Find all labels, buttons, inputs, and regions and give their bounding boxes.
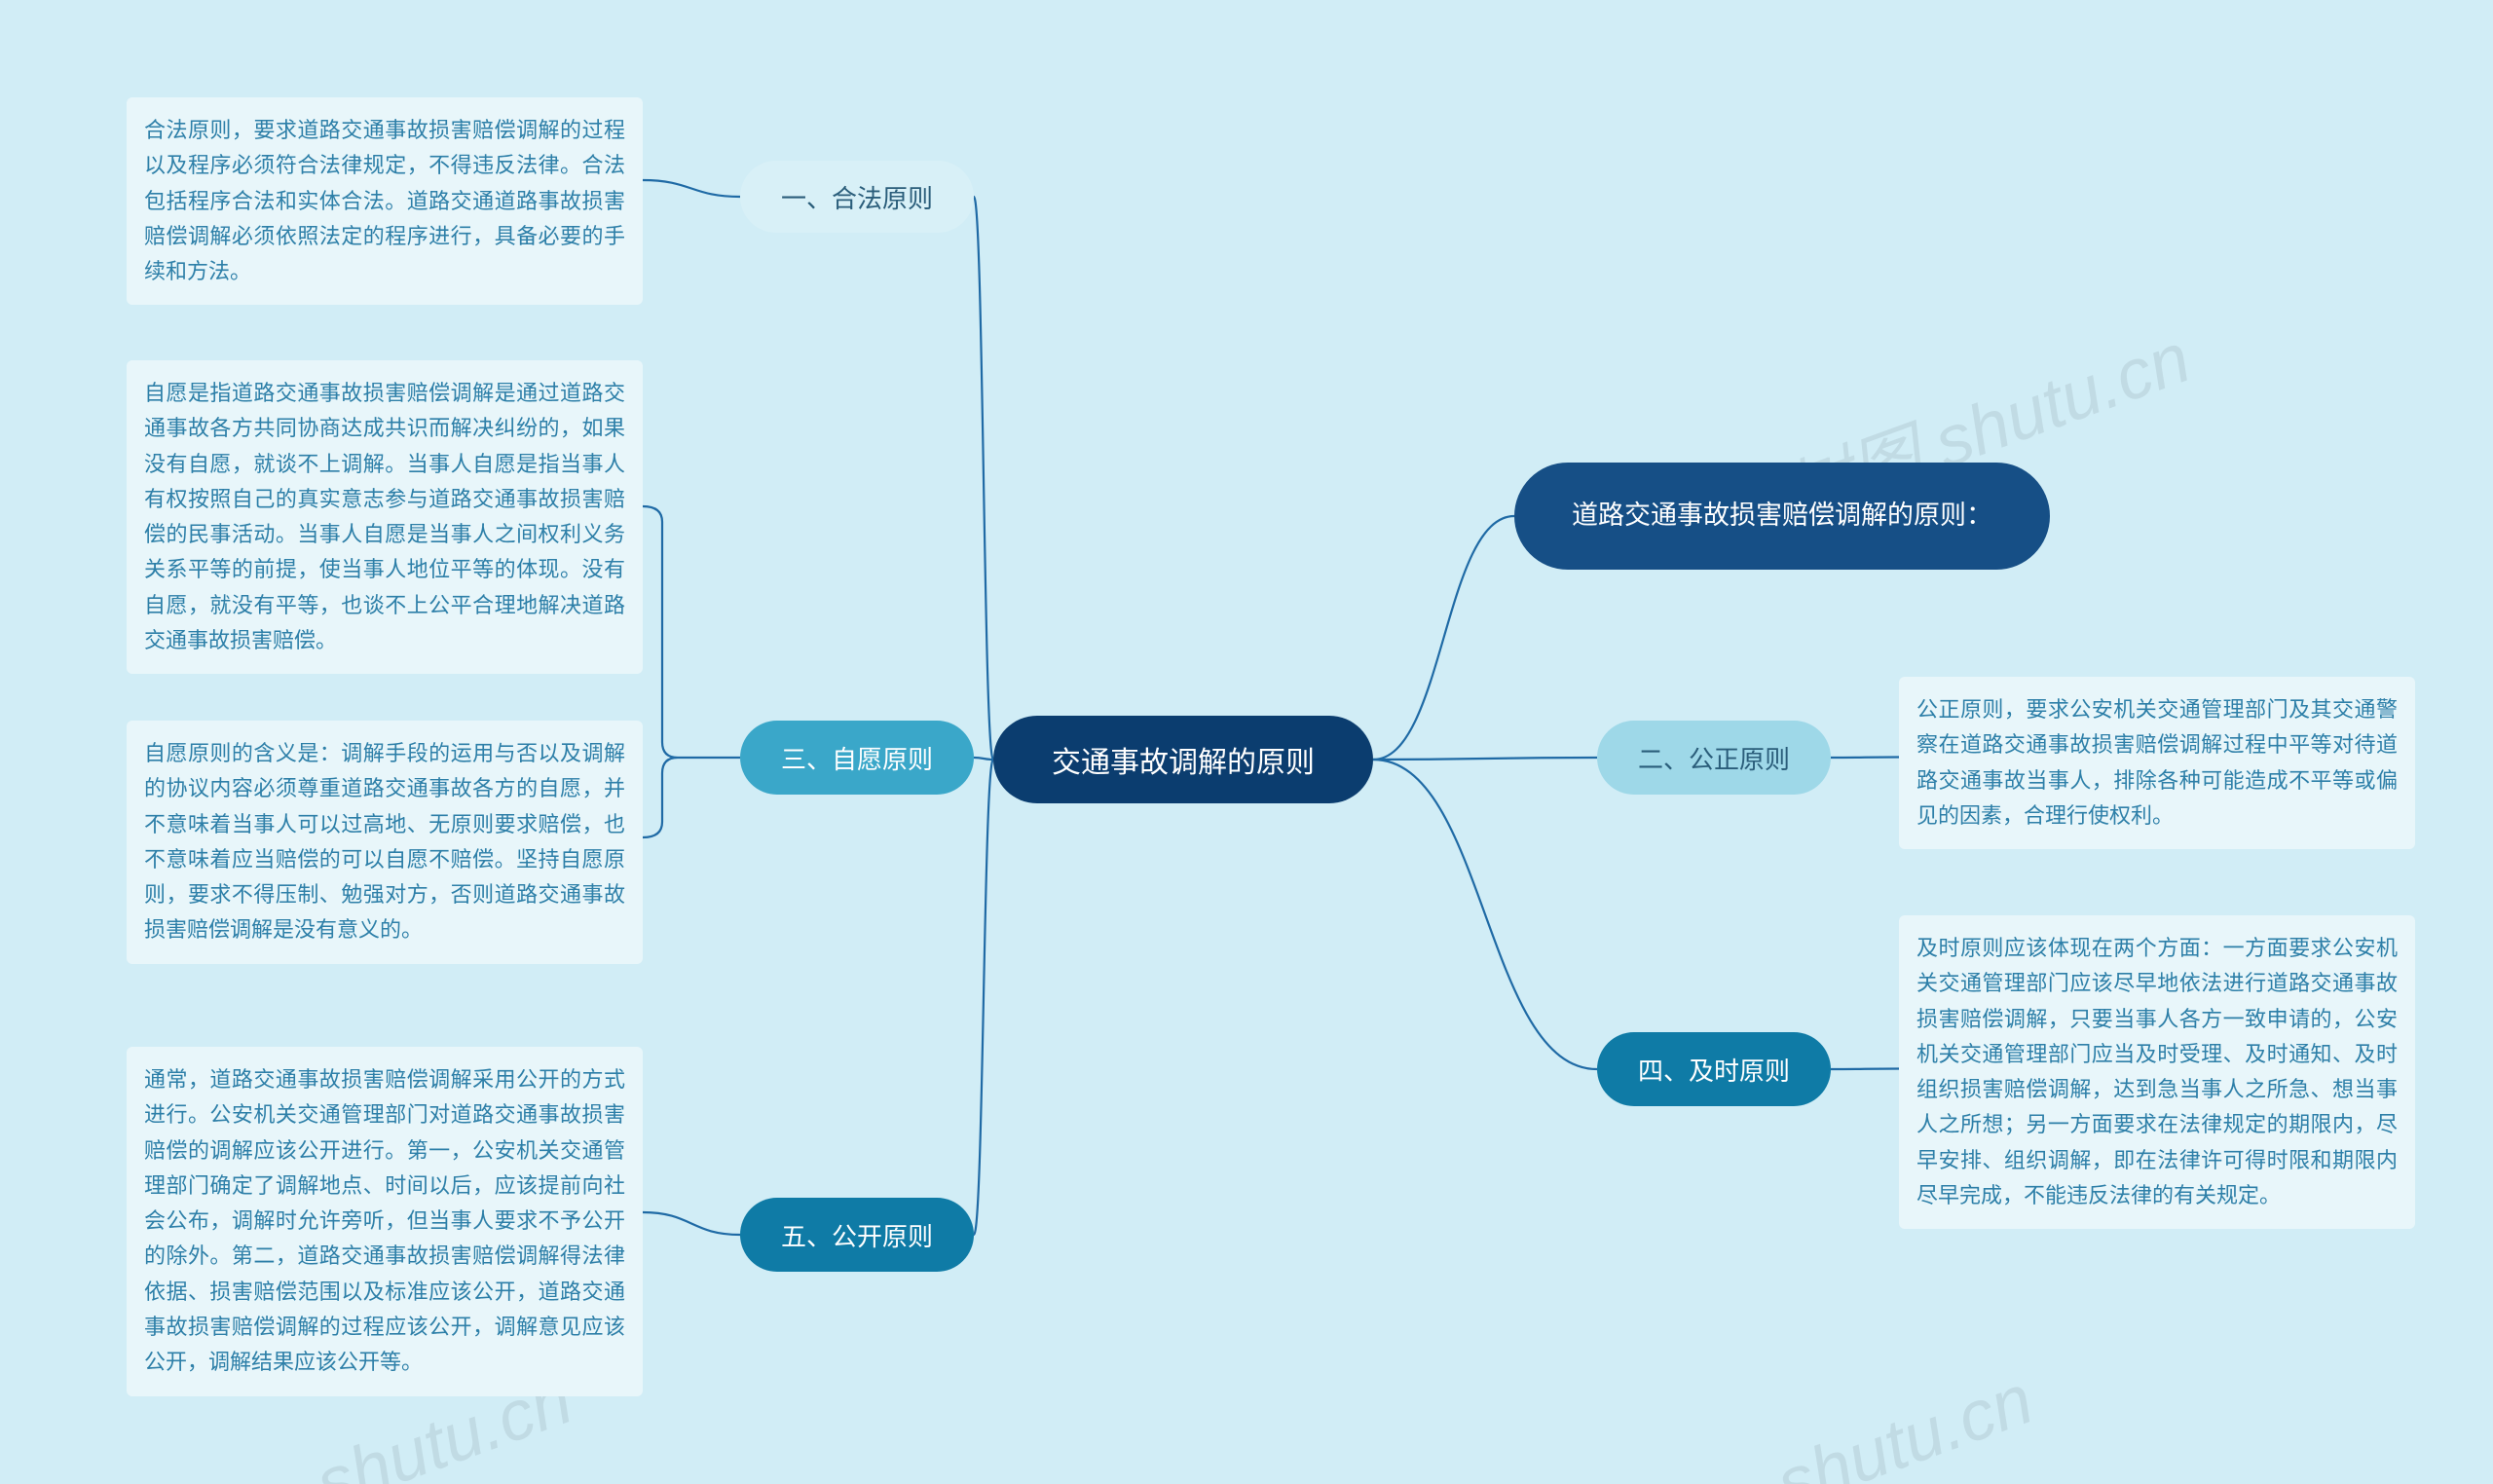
detail-box-3a: 自愿是指道路交通事故损害赔偿调解是通过道路交通事故各方共同协商达成共识而解决纠纷…	[127, 360, 643, 674]
branch-label: 道路交通事故损害赔偿调解的原则：	[1572, 498, 1992, 535]
branch-node-intro[interactable]: 道路交通事故损害赔偿调解的原则：	[1514, 463, 2050, 570]
branch-label: 二、公正原则	[1638, 740, 1790, 776]
root-label: 交通事故调解的原则	[1052, 738, 1315, 781]
branch-node-4[interactable]: 四、及时原则	[1597, 1032, 1831, 1106]
detail-box-3b: 自愿原则的含义是：调解手段的运用与否以及调解的协议内容必须尊重道路交通事故各方的…	[127, 721, 643, 964]
root-node[interactable]: 交通事故调解的原则	[993, 716, 1373, 803]
branch-label: 四、及时原则	[1638, 1052, 1790, 1088]
branch-label: 三、自愿原则	[781, 740, 933, 776]
branch-node-3[interactable]: 三、自愿原则	[740, 721, 974, 795]
detail-box-5: 通常，道路交通事故损害赔偿调解采用公开的方式进行。公安机关交通管理部门对道路交通…	[127, 1047, 643, 1396]
mindmap-canvas: utu.cn 树图 shutu.cn shutu.cn shutu.cn 交通事…	[0, 0, 2493, 1484]
watermark: shutu.cn	[1767, 1359, 2043, 1484]
detail-box-1: 合法原则，要求道路交通事故损害赔偿调解的过程以及程序必须符合法律规定，不得违反法…	[127, 97, 643, 305]
branch-label: 五、公开原则	[781, 1217, 933, 1253]
detail-box-2: 公正原则，要求公安机关交通管理部门及其交通警察在道路交通事故损害赔偿调解过程中平…	[1899, 677, 2415, 849]
branch-node-2[interactable]: 二、公正原则	[1597, 721, 1831, 795]
branch-label: 一、合法原则	[781, 179, 933, 215]
branch-node-5[interactable]: 五、公开原则	[740, 1198, 974, 1272]
branch-node-1[interactable]: 一、合法原则	[740, 161, 974, 233]
detail-box-4: 及时原则应该体现在两个方面：一方面要求公安机关交通管理部门应该尽早地依法进行道路…	[1899, 915, 2415, 1229]
